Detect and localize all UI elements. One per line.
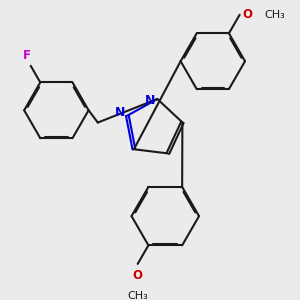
Text: F: F	[23, 49, 31, 62]
Text: N: N	[145, 94, 156, 107]
Text: N: N	[115, 106, 126, 119]
Text: CH₃: CH₃	[127, 291, 148, 300]
Text: O: O	[243, 8, 253, 21]
Text: CH₃: CH₃	[264, 10, 285, 20]
Text: O: O	[133, 269, 143, 282]
